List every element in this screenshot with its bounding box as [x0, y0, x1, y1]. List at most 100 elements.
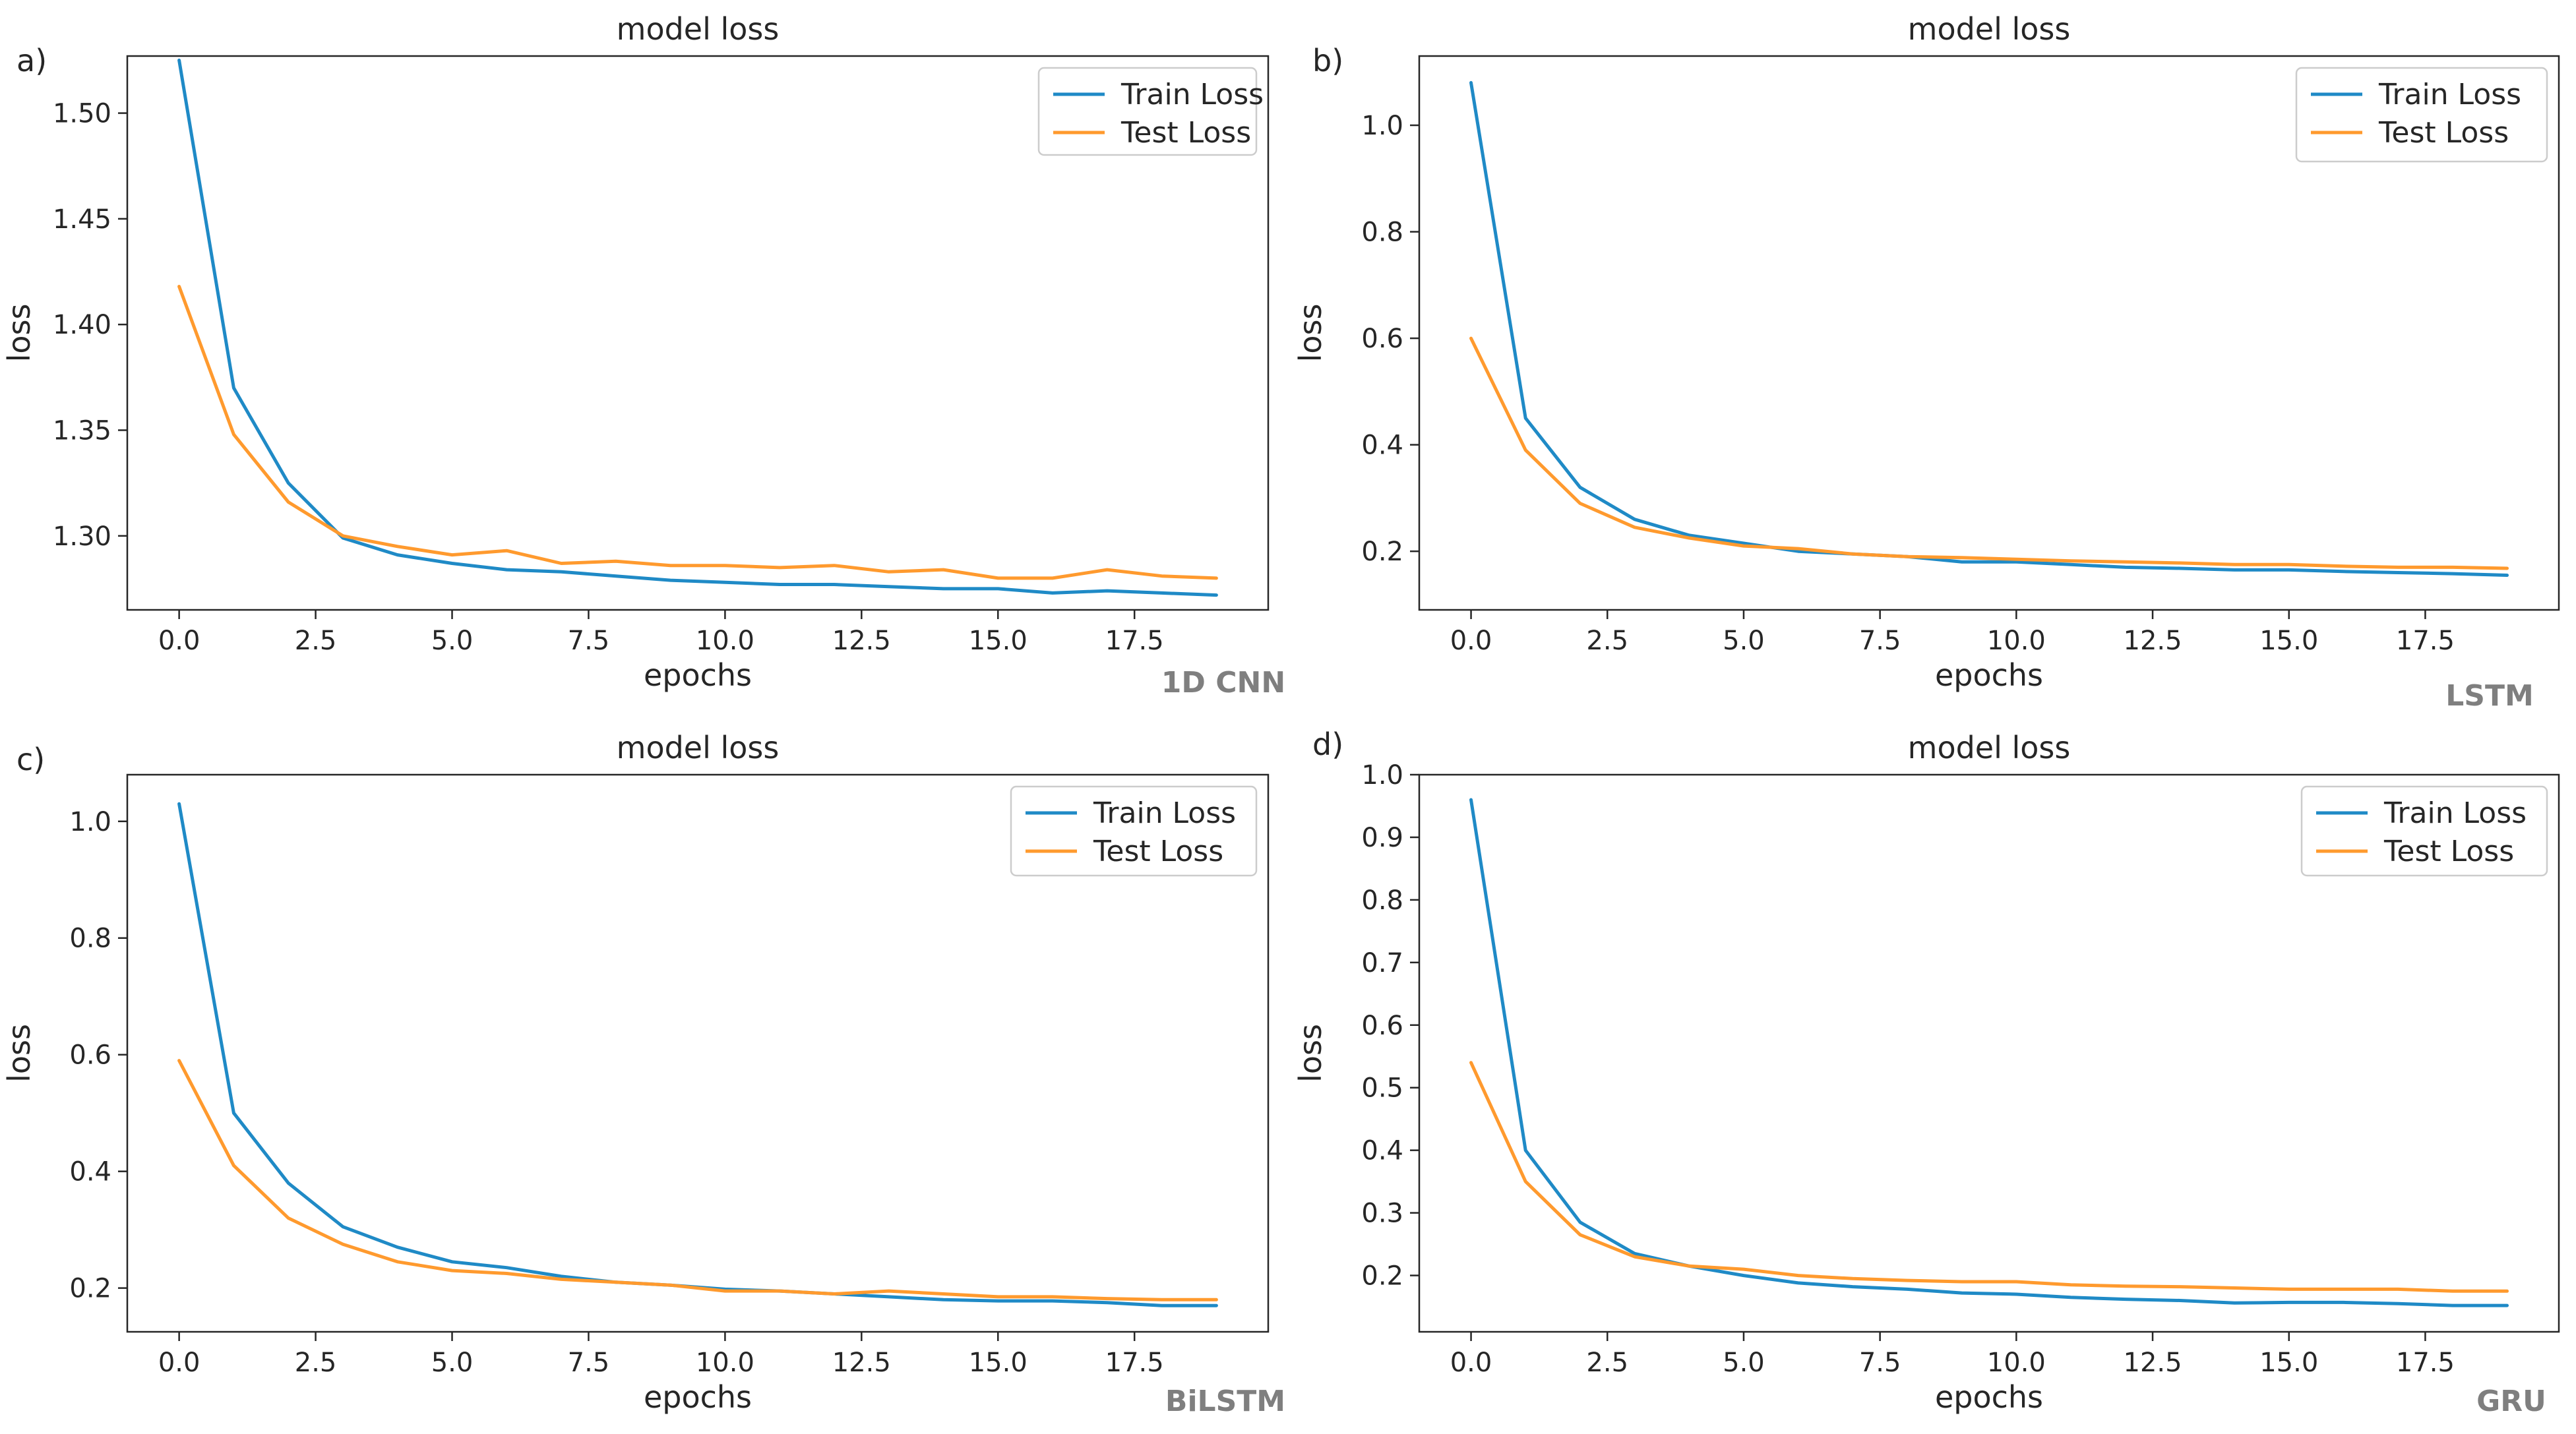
series-line-test: [1469, 336, 2509, 570]
x-tick-label: 2.5: [295, 1348, 337, 1378]
chart-panel-3: model loss c) 0.0 2.5 5.0 7.5 10.0 12.5 15.0 17.5…: [1, 730, 1285, 1418]
x-tick-label: 0.0: [158, 1348, 200, 1378]
y-tick-label: 0.4: [1361, 431, 1403, 461]
x-tick-label: 7.5: [1859, 626, 1901, 656]
panel-letter: d): [1312, 727, 1343, 762]
y-tick-label: 1.0: [1361, 760, 1403, 791]
plot-frame: [1418, 55, 2560, 611]
legend-label-test: Test Loss: [2383, 835, 2514, 868]
y-tick-label: 0.7: [1361, 948, 1403, 978]
legend: Train Loss Test Loss: [2295, 67, 2548, 163]
y-tick-label: 0.8: [69, 924, 111, 954]
y-tick-label: 0.8: [1361, 218, 1403, 248]
x-tick-label: 0.0: [1450, 1348, 1492, 1378]
model-name-label: GRU: [2476, 1385, 2546, 1418]
x-axis-label: epochs: [644, 657, 752, 693]
legend: Train Loss Test Loss: [1037, 67, 1264, 156]
x-tick-label: 17.5: [2396, 1348, 2455, 1378]
legend-box: [2300, 785, 2548, 877]
y-tick-label: 0.8: [1361, 885, 1403, 916]
x-tick-label: 17.5: [2396, 626, 2455, 656]
x-tick-label: 12.5: [2124, 1348, 2182, 1378]
x-tick-label: 7.5: [568, 1348, 610, 1378]
chart-panel-4: model loss d) 0.0 2.5 5.0 7.5 10.0 12.5 15.0 17.5…: [1293, 727, 2560, 1418]
x-tick-label: 17.5: [1105, 626, 1164, 656]
legend-box: [1010, 785, 1258, 877]
chart-title: model loss: [617, 11, 780, 47]
chart-panel-1: model loss a) 0.0 2.5 5.0 7.5 10.0 12.5 15.0 17.5…: [1, 11, 1285, 700]
y-tick-label: 0.2: [69, 1274, 111, 1304]
y-tick-label: 1.0: [69, 807, 111, 837]
series-line-test: [1469, 1061, 2509, 1293]
x-tick-label: 2.5: [1586, 1348, 1628, 1378]
series-line-train: [177, 58, 1218, 597]
y-tick-label: 1.45: [53, 204, 111, 235]
model-name-label: BiLSTM: [1165, 1385, 1285, 1418]
chart-title: model loss: [617, 730, 780, 765]
x-tick-label: 5.0: [1723, 1348, 1765, 1378]
y-tick-label: 0.2: [1361, 537, 1403, 567]
x-tick-label: 2.5: [295, 626, 337, 656]
x-tick-label: 15.0: [2259, 626, 2318, 656]
y-tick-label: 0.9: [1361, 823, 1403, 853]
x-tick-label: 15.0: [969, 626, 1027, 656]
plot-frame: [1418, 773, 2560, 1333]
legend-label-test: Test Loss: [2378, 116, 2509, 150]
x-tick-label: 5.0: [431, 1348, 474, 1378]
chart-title: model loss: [1908, 730, 2071, 765]
y-tick-label: 0.4: [69, 1157, 111, 1187]
legend-label-train: Train Loss: [2383, 796, 2527, 830]
x-tick-label: 17.5: [1105, 1348, 1164, 1378]
plot-frame: [126, 55, 1270, 611]
x-tick-label: 12.5: [832, 1348, 891, 1378]
y-tick-label: 1.35: [53, 415, 111, 446]
y-tick-label: 0.3: [1361, 1199, 1403, 1229]
series-line-train: [177, 802, 1218, 1307]
panel-letter: c): [16, 742, 45, 777]
x-tick-label: 12.5: [2124, 626, 2182, 656]
x-tick-label: 15.0: [2259, 1348, 2318, 1378]
legend: Train Loss Test Loss: [2300, 785, 2548, 877]
y-tick-label: 0.4: [1361, 1136, 1403, 1166]
x-tick-label: 10.0: [1987, 626, 2046, 656]
y-axis-label: loss: [1, 304, 37, 363]
panel-letter: b): [1312, 43, 1343, 78]
x-tick-label: 15.0: [969, 1348, 1027, 1378]
x-axis-label: epochs: [644, 1379, 752, 1415]
y-axis-label: loss: [1293, 1024, 1328, 1083]
y-tick-label: 0.2: [1361, 1261, 1403, 1292]
plot-frame: [126, 773, 1270, 1333]
x-axis-label: epochs: [1935, 657, 2043, 693]
chart-panel-2: model loss b) 0.0 2.5 5.0 7.5 10.0 12.5 15.0 17.5…: [1293, 11, 2560, 713]
x-tick-label: 10.0: [1987, 1348, 2046, 1378]
y-tick-label: 0.6: [1361, 1011, 1403, 1041]
y-tick-label: 0.6: [69, 1040, 111, 1071]
x-tick-label: 2.5: [1586, 626, 1628, 656]
x-tick-label: 12.5: [832, 626, 891, 656]
x-tick-label: 5.0: [431, 626, 474, 656]
x-tick-label: 10.0: [696, 1348, 754, 1378]
y-tick-label: 1.0: [1361, 111, 1403, 141]
x-tick-label: 7.5: [568, 626, 610, 656]
series-line-test: [177, 1059, 1218, 1301]
legend-box: [2295, 67, 2548, 163]
x-tick-label: 10.0: [696, 626, 754, 656]
series-line-test: [177, 285, 1218, 580]
x-tick-label: 5.0: [1723, 626, 1765, 656]
y-axis-label: loss: [1, 1024, 37, 1083]
y-tick-label: 1.40: [53, 310, 111, 340]
x-tick-label: 7.5: [1859, 1348, 1901, 1378]
model-name-label: LSTM: [2445, 679, 2534, 713]
model-name-label: 1D CNN: [1161, 666, 1285, 700]
y-axis-label: loss: [1293, 304, 1328, 363]
series-line-train: [1469, 80, 2509, 577]
legend-label-test: Test Loss: [1093, 835, 1223, 868]
legend: Train Loss Test Loss: [1010, 785, 1258, 877]
panel-letter: a): [16, 43, 47, 78]
legend-label-train: Train Loss: [1093, 796, 1236, 830]
y-tick-label: 1.30: [53, 522, 111, 552]
y-tick-label: 0.5: [1361, 1073, 1403, 1104]
x-tick-label: 0.0: [158, 626, 200, 656]
x-tick-label: 0.0: [1450, 626, 1492, 656]
